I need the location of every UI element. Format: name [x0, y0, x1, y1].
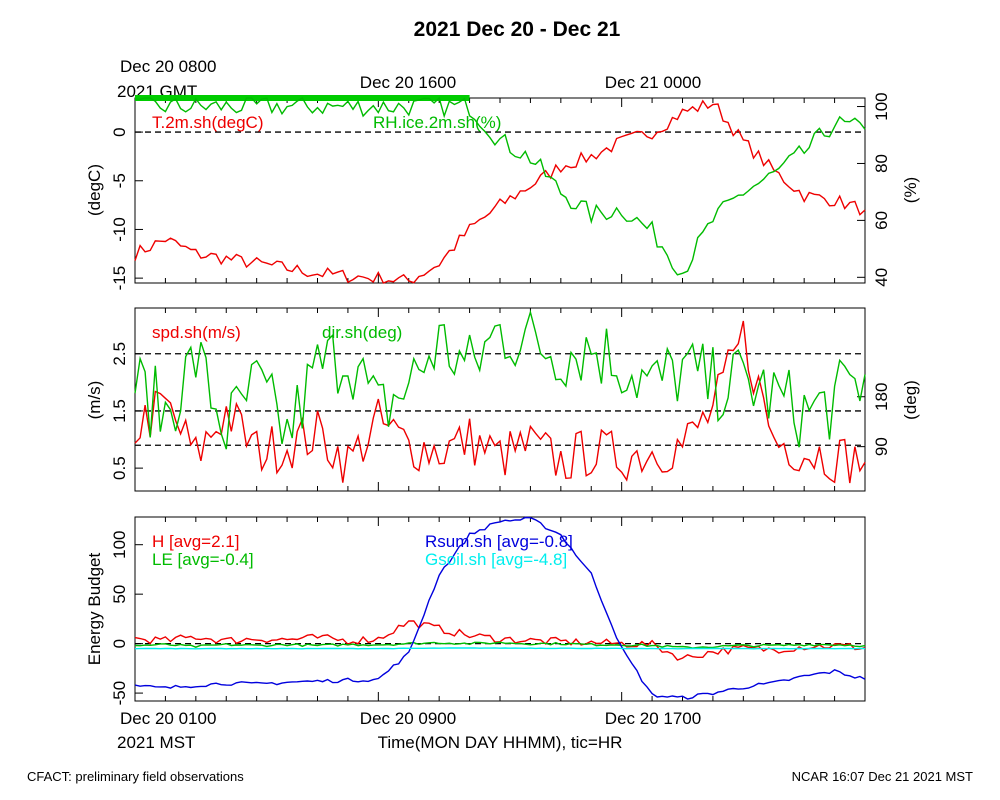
panel-energy-budget: -50 0 50 100 H [avg=2.1] LE [avg=-0.4] Rsum…	[85, 516, 866, 706]
chart-title: 2021 Dec 20 - Dec 21	[414, 18, 621, 41]
legend-gsoil: Gsoil.sh [avg=-4.8]	[425, 550, 567, 569]
legend-dir: dir.sh(deg)	[322, 323, 402, 342]
series-line-le	[134, 641, 866, 649]
y-axis-label-left-2: (m/s)	[85, 381, 104, 420]
series-line-t-2m-sh-degc-	[134, 99, 866, 284]
series-line-spd-sh-m-s-	[134, 320, 866, 484]
y-axis-label-left-3: Energy Budget	[85, 552, 104, 665]
mst-tick-label-1: Dec 20 0900	[360, 709, 456, 728]
y-tick-label: 0	[110, 127, 129, 136]
mst-origin-date: Dec 20 0100	[120, 709, 216, 728]
gmt-origin-date: Dec 20 0800	[120, 57, 216, 76]
legend-gsoil-avg: [avg=-4.8]	[491, 550, 567, 569]
y2-tick-label: 60	[872, 211, 891, 230]
legend-rh-ice: RH.ice.2m.sh(%)	[373, 113, 501, 132]
y-tick-label: -5	[110, 173, 129, 188]
footer-right: NCAR 16:07 Dec 21 2021 MST	[792, 769, 973, 784]
gmt-tick-label-2: Dec 21 0000	[605, 73, 701, 92]
y-tick-label: -15	[110, 266, 129, 291]
y2-tick-label: 180	[872, 383, 891, 411]
y-tick-label: 2.5	[110, 342, 129, 366]
legend-rsum: Rsum.sh [avg=-0.8]	[425, 532, 573, 551]
legend-rsum-name: Rsum.sh	[425, 532, 492, 551]
y-tick-label: 100	[110, 531, 129, 559]
legend-gsoil-name: Gsoil.sh	[425, 550, 486, 569]
y2-tick-label: 100	[872, 92, 891, 120]
panel-wind: 0.5 1.5 2.5 90 180 spd.sh(m/s) dir.sh(deg) (…	[85, 307, 920, 492]
legend-le-avg: [avg=-0.4]	[178, 550, 254, 569]
series-line-h	[134, 620, 866, 661]
y-axis-label-right-2: (deg)	[901, 380, 920, 420]
y2-tick-label: 40	[872, 268, 891, 287]
footer-left: CFACT: preliminary field observations	[27, 769, 244, 784]
series-line-rh-ice-2m-sh-	[134, 96, 866, 276]
y-tick-label: -10	[110, 217, 129, 242]
y-tick-label: -50	[110, 681, 129, 706]
y2-tick-label: 80	[872, 154, 891, 173]
mst-tick-label-2: Dec 20 1700	[605, 709, 701, 728]
y2-tick-label: 90	[872, 437, 891, 456]
series-line-rsum-sh	[134, 516, 866, 700]
legend-h: H [avg=2.1]	[152, 532, 239, 551]
y-tick-label: 50	[110, 585, 129, 604]
y-axis-label-left-1: (degC)	[85, 164, 104, 216]
gmt-tick-label-1: Dec 20 1600	[360, 73, 456, 92]
mst-origin-year: 2021 MST	[117, 733, 195, 752]
y-tick-label: 0	[110, 639, 129, 648]
panel-temperature-humidity: -15 -10 -5 0 40 60 80 100 T.2m.sh(degC) RH.ice.…	[85, 92, 920, 290]
legend-h-name: H	[152, 532, 164, 551]
legend-rsum-avg: [avg=-0.8]	[497, 532, 573, 551]
legend-le-name: LE	[152, 550, 173, 569]
y-tick-label: 1.5	[110, 399, 129, 423]
series-line-dir-sh-deg-	[134, 309, 866, 450]
y-tick-label: 0.5	[110, 456, 129, 480]
legend-spd: spd.sh(m/s)	[152, 323, 241, 342]
y-axis-label-right-1: (%)	[901, 177, 920, 203]
legend-le: LE [avg=-0.4]	[152, 550, 254, 569]
legend-h-avg: [avg=2.1]	[169, 532, 239, 551]
series-line-gsoil-sh	[134, 647, 866, 650]
legend-t2m: T.2m.sh(degC)	[152, 113, 263, 132]
x-axis-label: Time(MON DAY HHMM), tic=HR	[378, 733, 623, 752]
